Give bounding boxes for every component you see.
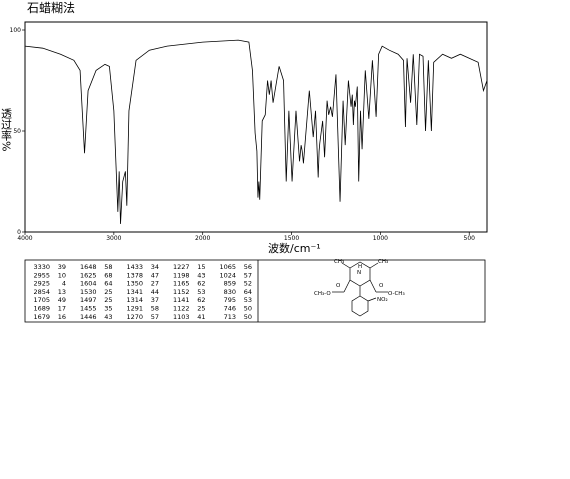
peak-transmittance: 25 <box>197 305 205 313</box>
peak-wavenumber: 1122 <box>173 305 190 313</box>
peak-wavenumber: 2854 <box>33 288 50 296</box>
peak-wavenumber: 713 <box>224 313 236 321</box>
peak-wavenumber: 1689 <box>33 305 50 313</box>
peak-wavenumber: 1530 <box>80 288 97 296</box>
peak-transmittance: 34 <box>151 263 159 271</box>
peak-transmittance: 25 <box>104 288 112 296</box>
table-frame <box>24 259 486 323</box>
y-tick-label: 100 <box>10 27 22 34</box>
peak-wavenumber: 1433 <box>126 263 143 271</box>
peak-wavenumber: 1648 <box>80 263 97 271</box>
peak-transmittance: 41 <box>197 313 205 321</box>
peak-transmittance: 64 <box>104 280 112 288</box>
chart-title: 石蜡糊法 <box>27 0 75 15</box>
peak-wavenumber: 1625 <box>80 271 97 279</box>
peak-wavenumber: 859 <box>224 280 236 288</box>
x-tick-label: 3000 <box>106 235 121 242</box>
peak-wavenumber: 2955 <box>33 271 50 279</box>
structure-label: O-CH₃ <box>388 291 405 297</box>
peak-wavenumber: 830 <box>224 288 236 296</box>
peak-wavenumber: 1165 <box>173 280 190 288</box>
peak-transmittance: 62 <box>197 296 205 304</box>
peak-transmittance: 57 <box>151 313 159 321</box>
peak-transmittance: 16 <box>58 313 66 321</box>
peak-wavenumber: 1455 <box>80 305 97 313</box>
peak-wavenumber: 1227 <box>173 263 190 271</box>
x-tick-label: 2000 <box>195 235 210 242</box>
peak-transmittance: 68 <box>104 271 112 279</box>
peak-transmittance: 62 <box>197 280 205 288</box>
peak-wavenumber: 1314 <box>126 296 143 304</box>
peak-wavenumber: 1065 <box>219 263 236 271</box>
peak-transmittance: 27 <box>151 280 159 288</box>
spectrum-line <box>24 39 488 224</box>
peak-transmittance: 15 <box>197 263 205 271</box>
peak-transmittance: 64 <box>244 288 252 296</box>
peak-wavenumber: 1152 <box>173 288 190 296</box>
peak-transmittance: 56 <box>244 263 252 271</box>
peak-transmittance: 10 <box>58 271 66 279</box>
peak-transmittance: 4 <box>62 280 66 288</box>
y-axis-label: 透过率% <box>0 108 13 152</box>
plot-frame <box>24 21 488 233</box>
peak-transmittance: 17 <box>58 305 66 313</box>
peak-wavenumber: 1378 <box>126 271 143 279</box>
peak-transmittance: 58 <box>104 263 112 271</box>
peak-wavenumber: 1103 <box>173 313 190 321</box>
peak-wavenumber: 1024 <box>219 271 236 279</box>
peak-wavenumber: 1198 <box>173 271 190 279</box>
peak-transmittance: 25 <box>104 296 112 304</box>
peak-transmittance: 39 <box>58 263 66 271</box>
peak-wavenumber: 1270 <box>126 313 143 321</box>
structure-label: O <box>336 283 341 289</box>
structure-label: CH₃ <box>334 259 344 265</box>
x-tick-label: 1000 <box>373 235 388 242</box>
x-tick-label: 4000 <box>17 235 32 242</box>
structure-label: NO₂ <box>377 297 388 303</box>
peak-wavenumber: 2925 <box>33 280 50 288</box>
y-tick-label: 0 <box>17 229 21 236</box>
structure-label: CH₃ <box>378 259 388 265</box>
peak-wavenumber: 1705 <box>33 296 50 304</box>
x-axis-label: 波数/cm⁻¹ <box>268 242 321 255</box>
structure-label: H <box>358 264 362 270</box>
peak-transmittance: 35 <box>104 305 112 313</box>
peak-transmittance: 52 <box>244 280 252 288</box>
peak-transmittance: 53 <box>244 296 252 304</box>
peak-transmittance: 43 <box>104 313 112 321</box>
peak-transmittance: 43 <box>197 271 205 279</box>
peak-transmittance: 49 <box>58 296 66 304</box>
peak-transmittance: 57 <box>244 271 252 279</box>
peak-wavenumber: 1141 <box>173 296 190 304</box>
peak-transmittance: 50 <box>244 313 252 321</box>
peak-transmittance: 37 <box>151 296 159 304</box>
peak-transmittance: 13 <box>58 288 66 296</box>
peak-wavenumber: 3330 <box>33 263 50 271</box>
peak-transmittance: 50 <box>244 305 252 313</box>
peak-wavenumber: 1446 <box>80 313 97 321</box>
y-tick-label: 50 <box>13 128 21 135</box>
peak-transmittance: 47 <box>151 271 159 279</box>
structure-label: N <box>357 270 361 276</box>
x-tick-label: 500 <box>464 235 476 242</box>
structure-label: O <box>379 283 384 289</box>
peak-transmittance: 44 <box>151 288 159 296</box>
structure-label: CH₃-O <box>314 291 331 297</box>
x-tick-label: 1500 <box>284 235 299 242</box>
peak-wavenumber: 1497 <box>80 296 97 304</box>
peak-wavenumber: 746 <box>224 305 236 313</box>
structure-diagram <box>332 261 388 317</box>
peak-wavenumber: 1604 <box>80 280 97 288</box>
peak-wavenumber: 1679 <box>33 313 50 321</box>
peak-wavenumber: 1291 <box>126 305 143 313</box>
peak-transmittance: 53 <box>197 288 205 296</box>
peak-transmittance: 58 <box>151 305 159 313</box>
peak-wavenumber: 1350 <box>126 280 143 288</box>
peak-wavenumber: 795 <box>224 296 236 304</box>
peak-wavenumber: 1341 <box>126 288 143 296</box>
